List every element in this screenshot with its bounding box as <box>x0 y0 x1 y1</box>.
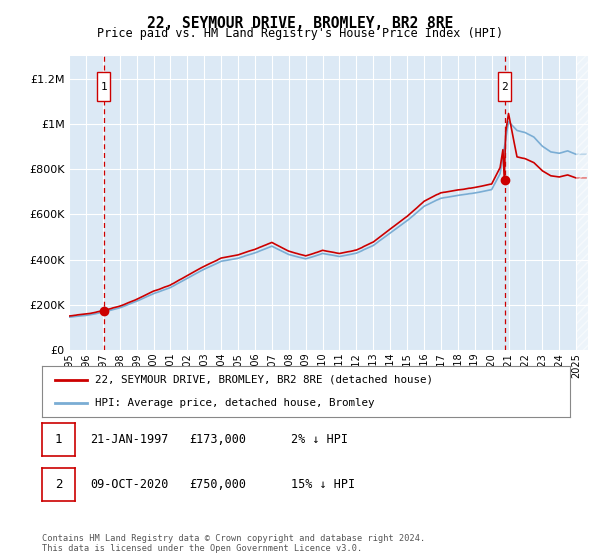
Text: 09-OCT-2020: 09-OCT-2020 <box>90 478 169 491</box>
Text: Contains HM Land Registry data © Crown copyright and database right 2024.
This d: Contains HM Land Registry data © Crown c… <box>42 534 425 553</box>
Text: 2: 2 <box>501 82 508 91</box>
Text: 22, SEYMOUR DRIVE, BROMLEY, BR2 8RE: 22, SEYMOUR DRIVE, BROMLEY, BR2 8RE <box>147 16 453 31</box>
Text: 2% ↓ HPI: 2% ↓ HPI <box>291 433 348 446</box>
Text: £750,000: £750,000 <box>189 478 246 491</box>
Text: 15% ↓ HPI: 15% ↓ HPI <box>291 478 355 491</box>
Text: Price paid vs. HM Land Registry's House Price Index (HPI): Price paid vs. HM Land Registry's House … <box>97 27 503 40</box>
Text: £173,000: £173,000 <box>189 433 246 446</box>
Text: HPI: Average price, detached house, Bromley: HPI: Average price, detached house, Brom… <box>95 398 374 408</box>
Text: 1: 1 <box>100 82 107 91</box>
Bar <box>498 72 511 101</box>
Text: 21-JAN-1997: 21-JAN-1997 <box>90 433 169 446</box>
Bar <box>97 72 110 101</box>
Text: 2: 2 <box>55 478 62 491</box>
Text: 22, SEYMOUR DRIVE, BROMLEY, BR2 8RE (detached house): 22, SEYMOUR DRIVE, BROMLEY, BR2 8RE (det… <box>95 375 433 385</box>
Text: 1: 1 <box>55 433 62 446</box>
